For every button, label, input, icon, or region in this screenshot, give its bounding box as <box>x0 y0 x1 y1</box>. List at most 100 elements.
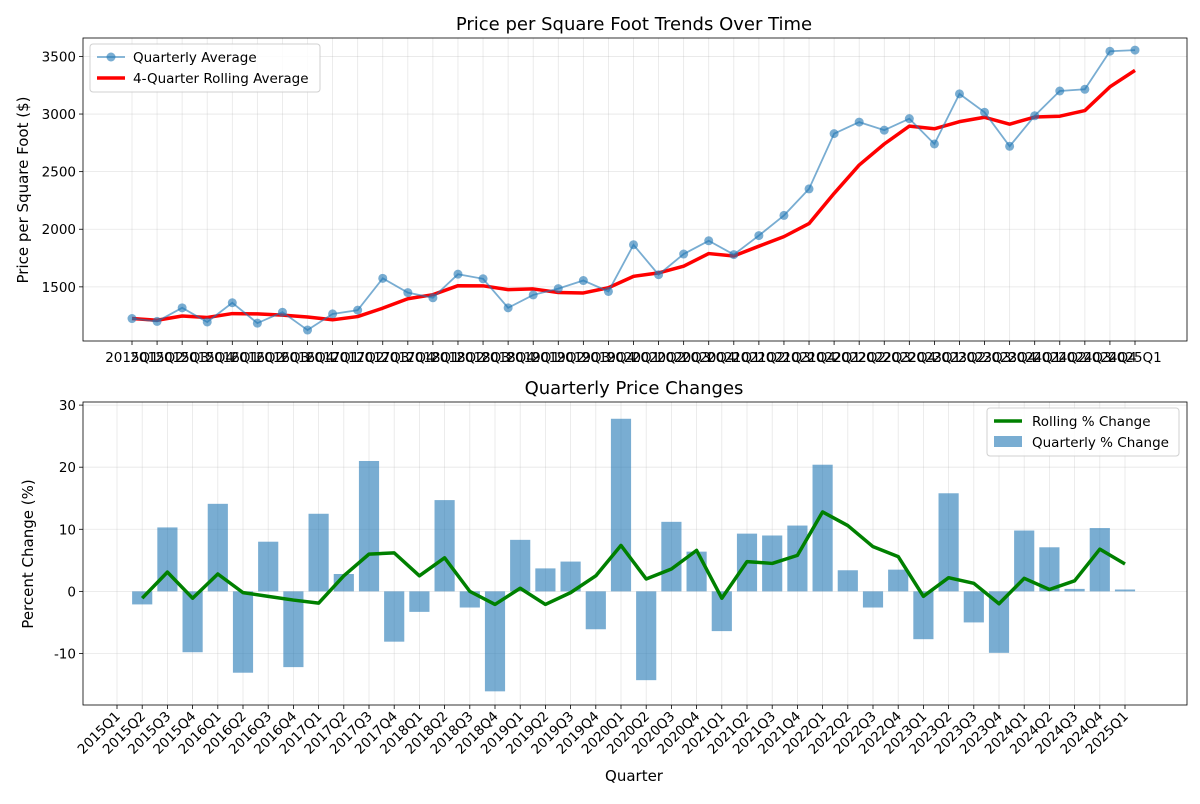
y-tick-label: 30 <box>59 398 76 414</box>
quarterly-average-point <box>277 307 287 317</box>
quarterly-change-bar <box>711 591 732 632</box>
x-tick-label: 2018Q3 <box>456 350 510 366</box>
x-tick-label: 2019Q2 <box>531 350 585 366</box>
x-tick-label: 2016Q1 <box>206 350 260 366</box>
x-tick-label: 2020Q3 <box>657 350 711 366</box>
y-tick-label: 1500 <box>42 280 76 296</box>
quarterly-change-bar <box>484 591 506 692</box>
quarterly-average-point <box>428 293 438 303</box>
price-change-legend: Rolling % Change Quarterly % Change <box>986 407 1180 457</box>
price-trend-legend: Quarterly Average 4-Quarter Rolling Aver… <box>89 43 321 93</box>
quarterly-average-point <box>503 303 513 313</box>
y-tick-label: 10 <box>59 522 76 538</box>
price-change-ylabel: Percent Change (%) <box>19 479 37 628</box>
quarterly-change-bar <box>384 591 405 642</box>
quarterly-change-bar <box>207 503 228 592</box>
legend-box <box>986 407 1180 457</box>
quarterly-average-point <box>177 303 187 313</box>
x-tick-label: 2019Q3 <box>557 350 611 366</box>
rolling-change-series <box>140 510 1126 607</box>
price-trend-panel: Price per Square Foot Trends Over Time P… <box>14 14 1188 366</box>
quarterly-average-point <box>1055 86 1065 96</box>
price-trend-ylabel: Price per Square Foot ($) <box>14 97 32 284</box>
x-tick-label: 2023Q2 <box>933 350 987 366</box>
quarterly-change-bar <box>913 591 934 640</box>
quarterly-change-bar <box>636 591 657 681</box>
x-tick-label: 2024Q4 <box>1083 350 1137 366</box>
quarterly-average-point <box>804 184 814 194</box>
quarterly-average-point <box>453 269 463 279</box>
quarterly-average-point <box>553 284 563 294</box>
legend-box <box>89 43 321 93</box>
quarterly-change-bar <box>1014 530 1035 592</box>
quarterly-average-point <box>378 273 388 283</box>
legend-rolling-label: 4-Quarter Rolling Average <box>133 71 309 87</box>
quarterly-change-bar <box>988 591 1010 653</box>
quarterly-average-point <box>252 318 262 328</box>
x-tick-label: 2017Q2 <box>331 350 385 366</box>
x-tick-label: 2022Q1 <box>807 350 861 366</box>
x-tick-label: 2016Q4 <box>281 350 335 366</box>
legend-rolling-change-label: Rolling % Change <box>1032 414 1151 430</box>
x-tick-label: 2023Q3 <box>958 350 1012 366</box>
quarterly-average-point <box>227 298 237 308</box>
quarterly-average-point <box>629 240 638 250</box>
quarterly-change-bar <box>560 561 581 592</box>
legend-quarterly-change-label: Quarterly % Change <box>1032 435 1169 451</box>
quarterly-average-point <box>829 129 839 139</box>
x-tick-label: 2017Q1 <box>306 350 360 366</box>
rolling-average-line <box>131 68 1136 323</box>
quarterly-change-bar <box>1089 528 1110 592</box>
price-change-panel: Quarterly Price Changes Percent Change (… <box>19 378 1188 785</box>
y-tick-label: 20 <box>59 460 76 476</box>
x-tick-label: 2022Q4 <box>883 350 937 366</box>
price-trend-y-ticks: 1500 2000 2500 3000 3500 <box>42 49 83 296</box>
quarterly-average-point <box>1105 46 1115 56</box>
price-change-axes-frame <box>82 401 1188 706</box>
quarterly-average-point <box>1080 84 1090 94</box>
x-tick-label: 2021Q2 <box>732 350 786 366</box>
x-tick-label: 2022Q2 <box>832 350 886 366</box>
quarterly-change-bar <box>938 493 959 592</box>
price-trend-axes-frame <box>82 37 1188 342</box>
x-tick-label: 2020Q4 <box>682 350 736 366</box>
price-change-y-ticks: -10 0 10 20 30 <box>54 398 83 662</box>
x-tick-label: 2019Q4 <box>582 350 636 366</box>
quarterly-change-bar <box>963 591 984 623</box>
x-tick-label: 2024Q3 <box>1058 350 1112 366</box>
quarterly-change-bar <box>232 591 254 673</box>
quarterly-average-point <box>303 325 313 335</box>
quarterly-average-point <box>654 270 664 280</box>
quarterly-change-bar <box>837 570 858 592</box>
quarterly-change-bar <box>1064 588 1085 592</box>
quarterly-change-bar <box>510 539 531 592</box>
quarterly-change-bar <box>434 500 455 592</box>
x-tick-label: 2024Q2 <box>1033 350 1087 366</box>
quarterly-change-bar <box>585 591 606 630</box>
y-tick-label: -10 <box>54 646 76 662</box>
quarterly-average-point <box>980 107 990 117</box>
quarterly-change-bars <box>132 418 1136 692</box>
price-change-title: Quarterly Price Changes <box>525 378 744 399</box>
quarterly-average-point <box>528 290 538 300</box>
quarterly-average-point <box>679 249 689 259</box>
x-tick-label: 2021Q1 <box>707 350 761 366</box>
x-tick-label: 2020Q1 <box>607 350 661 366</box>
quarterly-average-point <box>1030 111 1040 121</box>
quarterly-average-point <box>403 288 413 298</box>
quarterly-average-point <box>478 274 488 284</box>
x-tick-label: 2021Q3 <box>757 350 811 366</box>
x-tick-label: 2018Q1 <box>406 350 460 366</box>
legend-quarterly-marker <box>106 52 116 62</box>
price-trend-title: Price per Square Foot Trends Over Time <box>456 14 812 35</box>
quarterly-change-bar <box>812 464 833 592</box>
x-tick-label: 2020Q2 <box>632 350 686 366</box>
quarterly-change-bar <box>258 541 279 592</box>
rolling-average-series <box>131 68 1136 323</box>
x-tick-label: 2025Q1 <box>1108 350 1162 366</box>
quarterly-average-point <box>328 309 338 319</box>
y-tick-label: 2000 <box>42 222 76 238</box>
x-tick-label: 2015Q1 <box>105 350 159 366</box>
quarterly-average-point <box>779 210 789 220</box>
